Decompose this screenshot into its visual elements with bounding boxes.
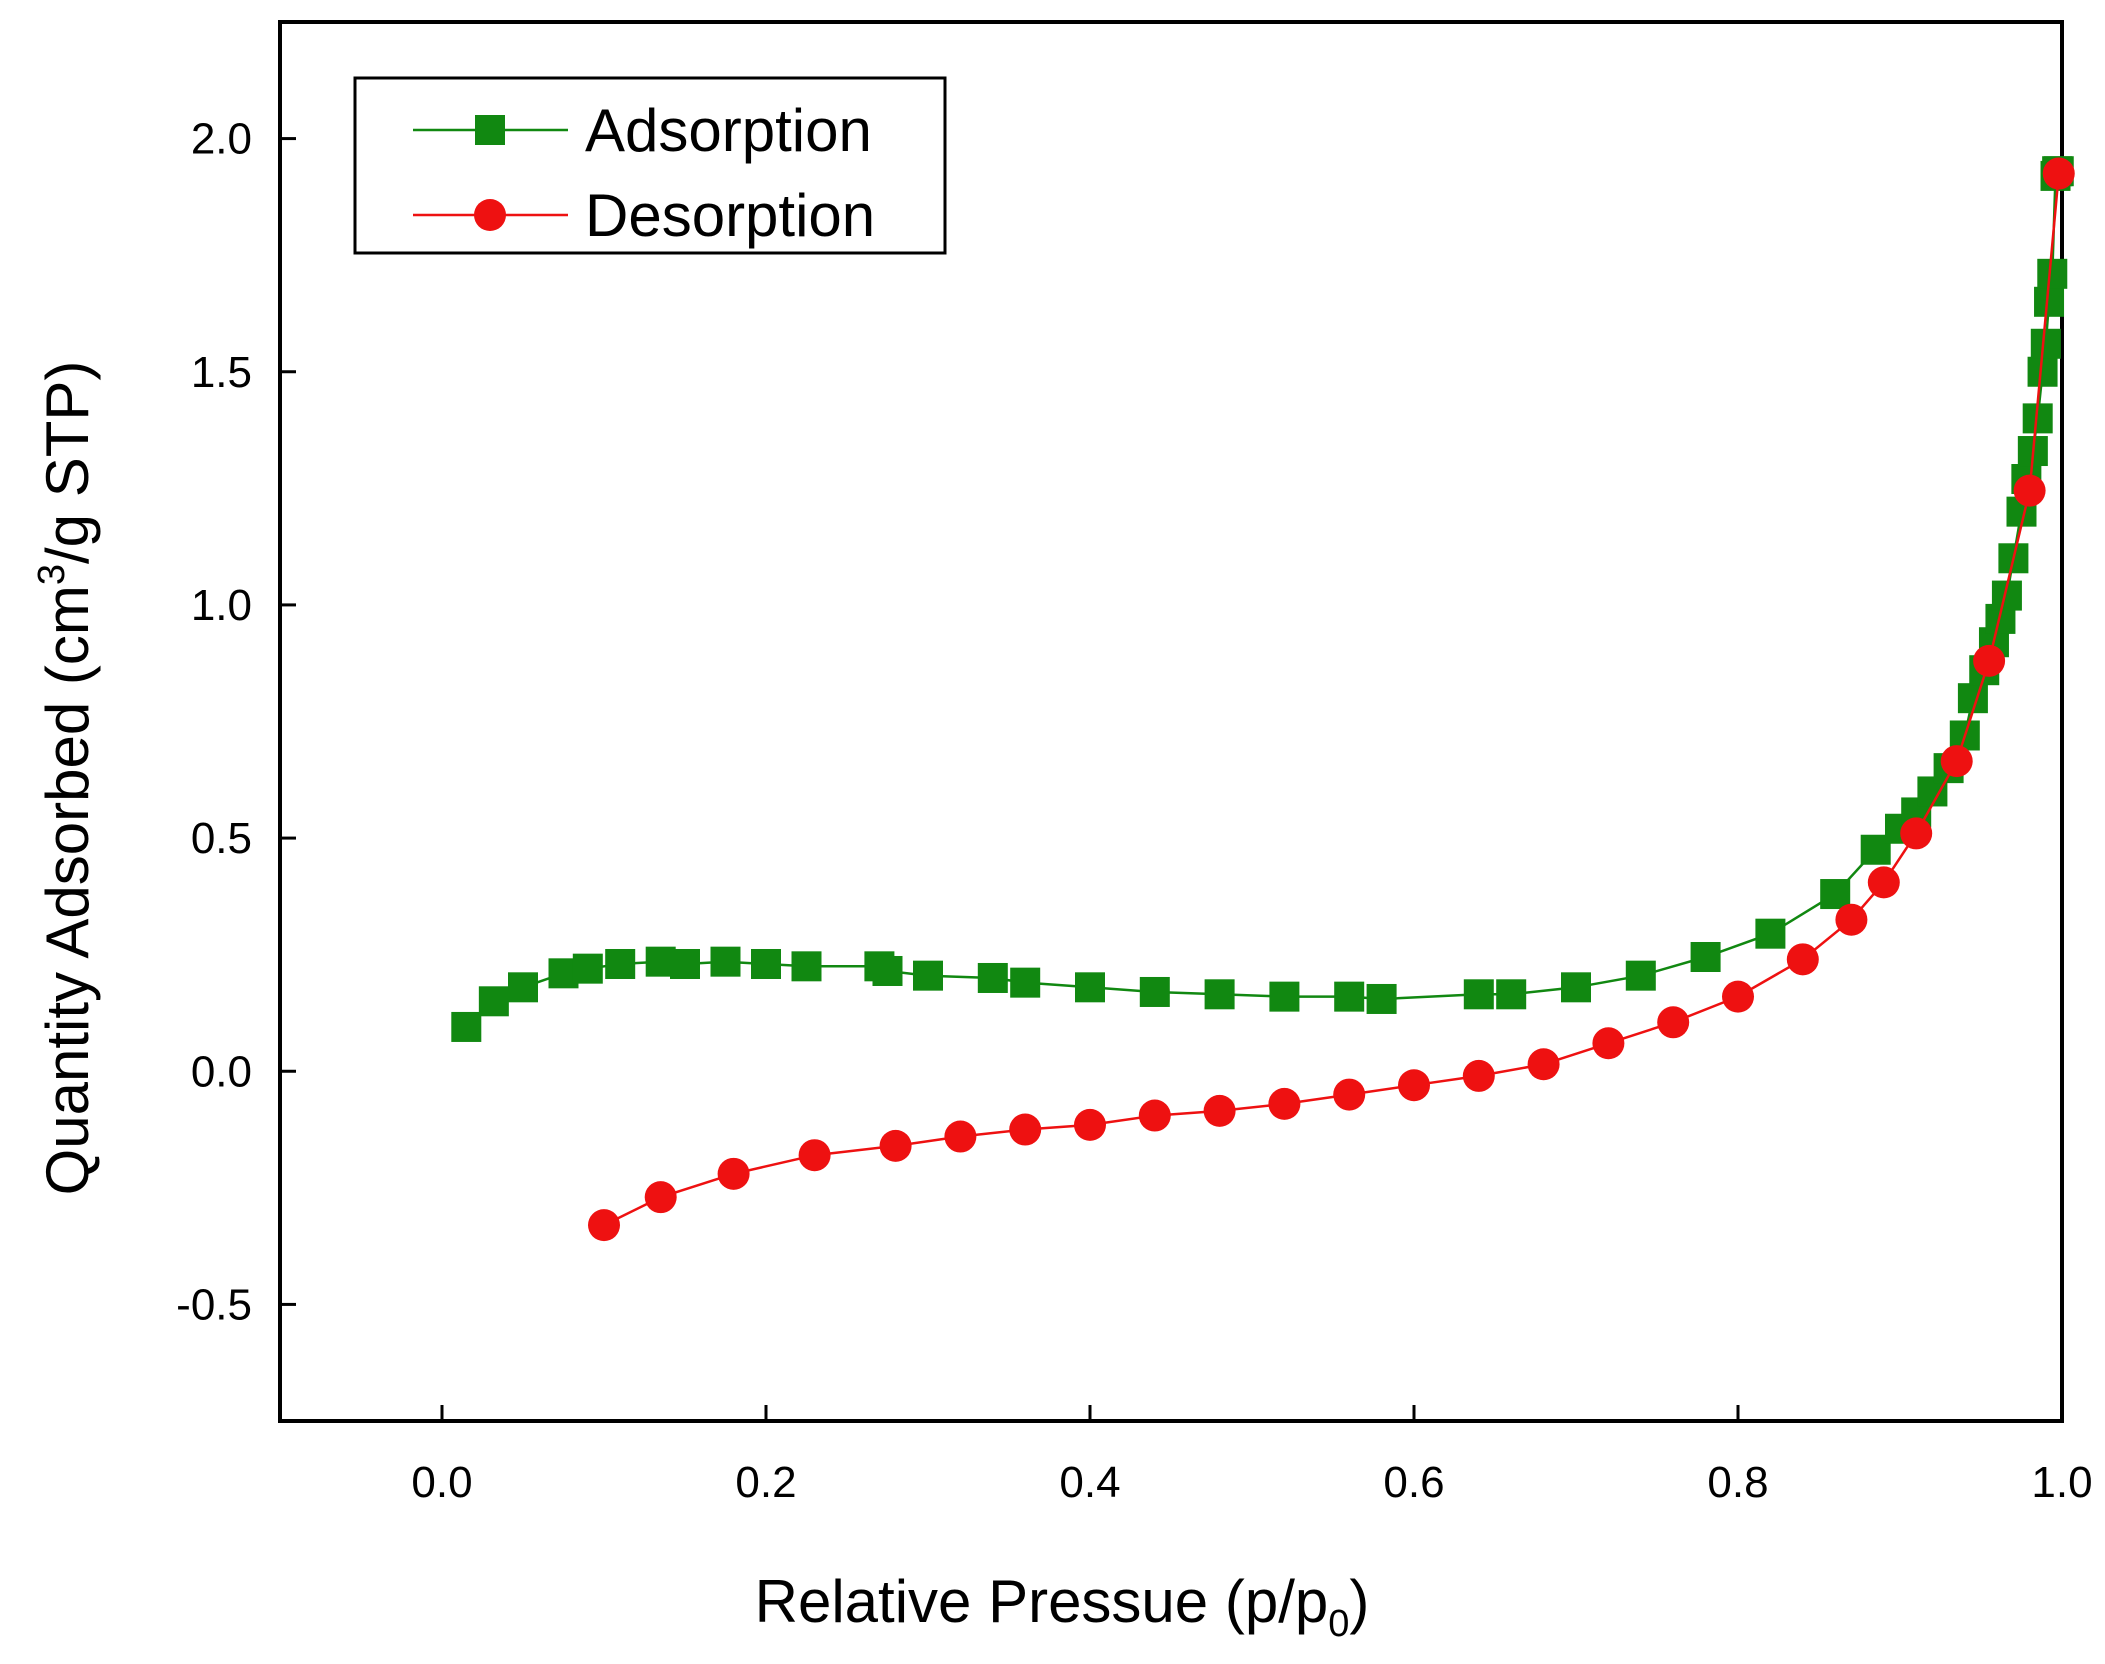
y-tick-label: 1.5 — [191, 348, 252, 397]
adsorption-point — [913, 960, 943, 991]
desorption-point — [1462, 1059, 1495, 1092]
adsorption-line — [465, 169, 2059, 1028]
desorption-point — [1592, 1027, 1625, 1060]
x-tick-label: 0.2 — [735, 1458, 796, 1507]
desorption-point — [1722, 980, 1754, 1013]
legend-adsorption-label: Adsorption — [585, 97, 872, 164]
adsorption-point — [605, 948, 636, 979]
x-axis-title-subscript: 0 — [1328, 1603, 1349, 1645]
adsorption-point — [1204, 979, 1235, 1010]
x-axis-title-main: Relative Pressue (p/p — [755, 1568, 1329, 1635]
desorption-point — [1835, 903, 1868, 936]
y-axis-ticks: -0.5 0.0 0.5 1.0 1.5 2.0 — [176, 115, 296, 1329]
adsorption-point — [791, 951, 822, 982]
legend-desorption-label: Desorption — [585, 182, 875, 249]
adsorption-point — [1075, 972, 1105, 1003]
adsorption-point — [1820, 879, 1851, 910]
desorption-point — [1074, 1108, 1106, 1141]
desorption-point — [944, 1120, 977, 1153]
series-layer — [451, 156, 2075, 1242]
adsorption-point — [1334, 981, 1365, 1012]
desorption-point — [1867, 866, 1900, 899]
desorption-point — [1940, 745, 1973, 778]
y-axis-title: Quantity Adsorbed (cm3/g STP) — [31, 361, 101, 1196]
adsorption-point — [478, 986, 509, 1017]
adsorption-point — [1561, 972, 1591, 1003]
adsorption-point — [1010, 967, 1041, 998]
desorption-point — [2042, 157, 2075, 190]
y-axis-title-tail: /g STP) — [34, 361, 101, 564]
x-tick-label: 0.0 — [411, 1458, 472, 1507]
y-tick-label: 2.0 — [191, 115, 252, 164]
legend-box — [353, 76, 947, 255]
adsorption-point — [872, 955, 903, 986]
adsorption-point — [1755, 918, 1786, 949]
desorption-point — [644, 1181, 677, 1214]
desorption-point — [1657, 1006, 1690, 1039]
desorption-point — [1333, 1078, 1366, 1111]
desorption-line — [603, 173, 2061, 1227]
adsorption-point — [451, 1011, 482, 1042]
adsorption-point — [1139, 976, 1170, 1007]
desorption-point — [798, 1139, 831, 1172]
desorption-point — [1786, 943, 1819, 976]
x-axis-ticks: 0.0 0.2 0.4 0.6 0.8 1.0 — [411, 1405, 2093, 1507]
adsorption-point — [710, 946, 741, 977]
adsorption-point — [1690, 941, 1721, 972]
desorption-point — [717, 1157, 750, 1190]
x-tick-label: 1.0 — [2031, 1458, 2092, 1507]
legend-adsorption-marker — [475, 115, 505, 145]
adsorption-point — [1496, 979, 1527, 1010]
desorption-point — [1138, 1099, 1171, 1132]
adsorption-point — [508, 972, 538, 1003]
adsorption-point — [2037, 258, 2068, 289]
desorption-point — [1398, 1069, 1430, 1102]
y-tick-label: 1.0 — [191, 581, 252, 630]
adsorption-point — [1366, 983, 1397, 1014]
x-axis-title: Relative Pressue (p/p0) — [755, 1568, 1370, 1645]
y-tick-label: 0.5 — [191, 814, 252, 863]
x-tick-label: 0.4 — [1059, 1458, 1120, 1507]
x-tick-label: 0.6 — [1383, 1458, 1444, 1507]
adsorption-point — [572, 953, 603, 984]
y-tick-label: 0.0 — [191, 1047, 252, 1096]
desorption-point — [1203, 1094, 1236, 1127]
y-axis-title-main: Quantity Adsorbed (cm — [34, 585, 101, 1195]
x-axis-title-tail: ) — [1349, 1568, 1369, 1635]
adsorption-point — [2030, 328, 2061, 359]
adsorption-point — [670, 948, 700, 979]
x-tick-label: 0.8 — [1707, 1458, 1768, 1507]
legend: Adsorption Desorption — [353, 76, 947, 255]
adsorption-point — [1269, 981, 1300, 1012]
legend-desorption-marker — [474, 199, 506, 231]
adsorption-point — [751, 948, 781, 979]
plot-frame — [278, 20, 2064, 1423]
desorption-point — [1527, 1048, 1560, 1081]
adsorption-point — [1625, 960, 1656, 991]
adsorption-point — [1463, 979, 1494, 1010]
desorption-point — [1973, 644, 2006, 677]
desorption-point — [2013, 474, 2046, 507]
adsorption-point — [977, 962, 1008, 993]
desorption-point — [588, 1209, 620, 1242]
desorption-point — [1009, 1113, 1042, 1146]
y-tick-label: -0.5 — [176, 1280, 252, 1329]
desorption-point — [879, 1129, 912, 1162]
desorption-point — [1268, 1087, 1301, 1120]
desorption-point — [1900, 817, 1933, 850]
y-axis-title-superscript: 3 — [31, 564, 73, 585]
